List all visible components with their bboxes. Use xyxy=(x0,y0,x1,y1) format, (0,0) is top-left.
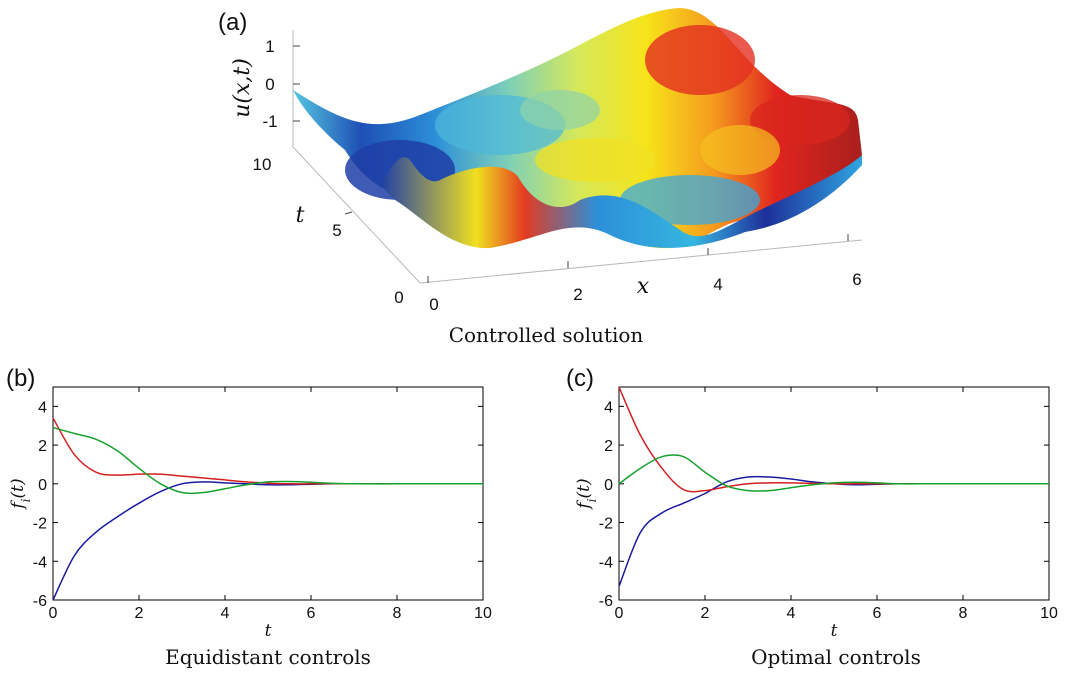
panel-a-caption: Controlled solution xyxy=(449,323,644,347)
x-tick-label: 4 xyxy=(787,605,796,622)
z-tick-label: -1 xyxy=(262,112,277,131)
x-tick-label: 0 xyxy=(615,605,624,622)
x-tick-label: 4 xyxy=(221,605,230,622)
x-tick-label: 0 xyxy=(429,295,438,314)
y-tick-label: 0 xyxy=(604,477,613,494)
x-tick-label: 8 xyxy=(959,605,968,622)
x-tick-label: 8 xyxy=(393,605,402,622)
t-tick-label: 0 xyxy=(394,288,403,307)
y-tick-label: 4 xyxy=(604,399,613,416)
series-line-3 xyxy=(618,454,1049,492)
surface-blob-mid xyxy=(520,90,600,130)
panel-c: (c) 0 2 4 6 8 10 4 2 0 -2 -4 -6 t fi(t) Optimal contr… xyxy=(566,365,1058,669)
surface-tick-marks xyxy=(293,45,849,283)
panel-b-caption: Equidistant controls xyxy=(165,645,371,669)
t-axis-label: t xyxy=(296,203,305,228)
panel-b: (b) 0 2 4 6 8 10 4 2 0 -2 -4 -6 t fi(t) Equidistant c… xyxy=(6,365,492,669)
series-line-3 xyxy=(52,426,483,495)
surface-front-edge xyxy=(380,155,862,249)
y-axis-label: fi(t) xyxy=(8,478,33,510)
z-tick-label: 1 xyxy=(265,37,274,56)
y-axis-label: fi(t) xyxy=(574,478,599,510)
series-line-1 xyxy=(618,475,1049,587)
panel-b-label: (b) xyxy=(6,365,35,392)
y-tick-label: 2 xyxy=(604,438,613,455)
z-tick-label: 0 xyxy=(265,75,274,94)
surface-axes-box xyxy=(292,30,863,284)
x-axis-label: x xyxy=(637,274,650,299)
x-tick-label: 10 xyxy=(1040,605,1058,622)
panel-c-caption: Optimal controls xyxy=(751,645,921,669)
surface-blob-peak xyxy=(645,25,755,95)
x-tick-label: 6 xyxy=(873,605,882,622)
x-tick-label: 2 xyxy=(573,285,582,304)
panel-a: (a) 1 0 xyxy=(218,8,863,347)
surface-blob-yellow xyxy=(535,138,655,182)
y-tick-label: 0 xyxy=(38,477,47,494)
y-tick-label: -4 xyxy=(33,554,47,571)
t-tick-label: 10 xyxy=(253,155,272,174)
surface-blob-orange xyxy=(700,125,780,175)
series-line-1 xyxy=(52,481,483,601)
plot-frame xyxy=(618,386,1050,601)
t-tick-label: 5 xyxy=(332,221,341,240)
x-tick-label: 4 xyxy=(713,275,722,294)
y-tick-label: -6 xyxy=(599,593,613,610)
x-tick-label: 6 xyxy=(852,270,861,289)
series-line-2 xyxy=(618,386,1049,493)
x-tick-label: 2 xyxy=(701,605,710,622)
y-tick-label: -6 xyxy=(33,593,47,610)
y-tick-label: -2 xyxy=(33,516,47,533)
panel-a-label: (a) xyxy=(218,9,247,36)
x-tick-label: 2 xyxy=(135,605,144,622)
panel-c-label: (c) xyxy=(566,365,594,392)
surface-blob-lower-right xyxy=(620,175,760,225)
x-tick-label: 0 xyxy=(49,605,58,622)
x-tick-label: 6 xyxy=(307,605,316,622)
y-tick-label: 2 xyxy=(38,438,47,455)
x-tick-label: 10 xyxy=(474,605,492,622)
x-axis-label: t xyxy=(265,621,272,641)
z-axis-label: u(x,t) xyxy=(230,58,255,118)
x-axis-label: t xyxy=(831,621,838,641)
panel-c-plot: 0 2 4 6 8 10 4 2 0 -2 -4 -6 t fi(t) xyxy=(574,386,1058,641)
surface-blob-right xyxy=(750,95,850,145)
y-tick-label: -2 xyxy=(599,516,613,533)
panel-b-plot: 0 2 4 6 8 10 4 2 0 -2 -4 -6 t fi(t) xyxy=(8,386,492,641)
y-tick-label: -4 xyxy=(599,554,613,571)
y-tick-label: 4 xyxy=(38,399,47,416)
plot-frame xyxy=(52,386,484,601)
